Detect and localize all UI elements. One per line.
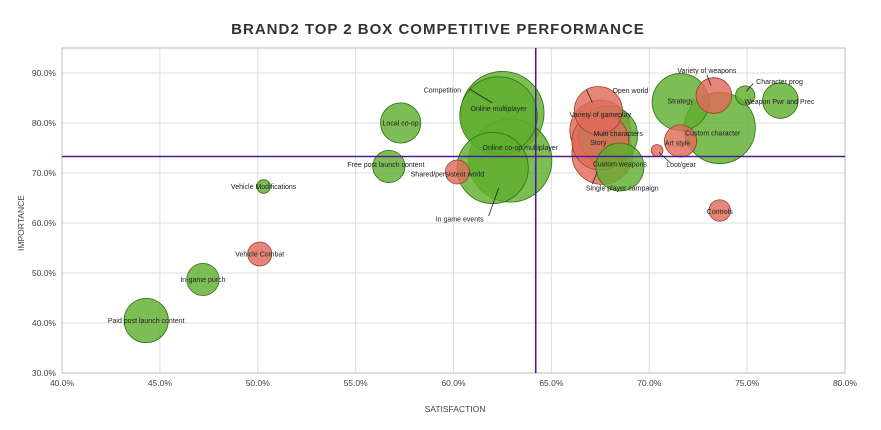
bubble-point — [762, 82, 799, 119]
x-tick-label: 50.0% — [246, 378, 271, 388]
label-leader-line — [658, 152, 672, 164]
x-axis-label: SATISFACTION — [425, 404, 486, 414]
bubble-label: Variety of gameplay — [570, 112, 632, 119]
bubble-label: Online multiplayer — [471, 106, 528, 113]
x-tick-label: 55.0% — [344, 378, 369, 388]
bubble-point — [372, 149, 406, 184]
y-axis-label: IMPORTANCE — [16, 195, 26, 251]
x-tick-label: 60.0% — [441, 378, 466, 388]
bubble-label: Character prog — [756, 79, 803, 86]
x-tick-label: 80.0% — [833, 378, 858, 388]
bubble-point — [247, 241, 273, 267]
x-tick-label: 65.0% — [539, 378, 564, 388]
bubble-point — [444, 159, 470, 185]
bubble-label: Custom character — [685, 131, 741, 138]
reference-lines — [62, 48, 845, 373]
bubble-point — [186, 262, 220, 297]
label-leader-line — [585, 89, 593, 103]
bubble-label: Variety of weapons — [677, 68, 737, 75]
x-tick-label: 70.0% — [637, 378, 662, 388]
plot-frame — [61, 47, 846, 374]
bubble-point — [595, 142, 645, 192]
bubble-point — [123, 297, 169, 344]
bubble-label: In game events — [436, 217, 484, 224]
bubble-point — [695, 77, 733, 114]
bubble-point — [735, 85, 756, 106]
label-leader-line — [706, 74, 712, 86]
label-leader-line — [745, 83, 754, 92]
bubble-label: Multi characters — [593, 131, 643, 138]
y-tick-label: 60.0% — [32, 218, 57, 228]
y-tick-label: 90.0% — [32, 68, 57, 78]
bubble-point — [573, 86, 623, 135]
bubble-label: Single player campaign — [586, 186, 659, 193]
label-leader-line — [488, 187, 500, 217]
x-tick-label: 40.0% — [50, 378, 75, 388]
bubble-point — [708, 199, 731, 222]
bubble-label: Loot/gear — [666, 162, 696, 169]
bubble-label: Paid post launch content — [108, 318, 185, 325]
y-tick-label: 50.0% — [32, 268, 57, 278]
bubble-point — [256, 179, 271, 194]
label-leader-line — [591, 171, 598, 185]
bubble-label: Shared/persistent world — [411, 172, 485, 179]
bubble-label: Competition — [424, 88, 461, 95]
x-tick-label: 75.0% — [735, 378, 760, 388]
bubble-label: Vehicle Combat — [235, 252, 284, 259]
bubble-label: In-game purch — [180, 277, 225, 284]
y-tick-label: 30.0% — [32, 368, 57, 378]
bubble-label: Story — [590, 140, 607, 147]
x-tick-label: 45.0% — [148, 378, 173, 388]
tick-labels: 40.0% 45.0% 50.0% 55.0% 60.0% 65.0% 70.0% 75.0%… — [32, 68, 858, 388]
chart-title: BRAND2 TOP 2 BOX COMPETITIVE PERFORMANCE — [231, 21, 645, 38]
bubbles-layer — [123, 70, 799, 344]
bubble-label: Custom weapons — [593, 162, 648, 169]
bubble-label: Online co-op multiplayer — [483, 145, 559, 152]
y-tick-label: 80.0% — [32, 118, 57, 128]
label-leader-line — [469, 88, 493, 104]
bubble-label: Local co-op — [383, 121, 419, 128]
bubble-label: Vehicle Modifications — [231, 184, 297, 191]
bubble-labels: Paid post launch content In-game purch Veh… — [108, 68, 815, 325]
bubble-label: Free post launch content — [347, 162, 424, 169]
bubble-label: Art style — [665, 141, 690, 148]
leader-lines — [469, 74, 754, 217]
y-tick-label: 40.0% — [32, 318, 57, 328]
bubble-label: Weapon Pwr and Prec — [744, 99, 814, 106]
bubble-label: Strategy — [668, 99, 695, 106]
bubble-label: Open world — [612, 88, 648, 95]
bubble-label: Controls — [707, 209, 734, 216]
y-tick-label: 70.0% — [32, 168, 57, 178]
bubble-point — [380, 102, 422, 144]
